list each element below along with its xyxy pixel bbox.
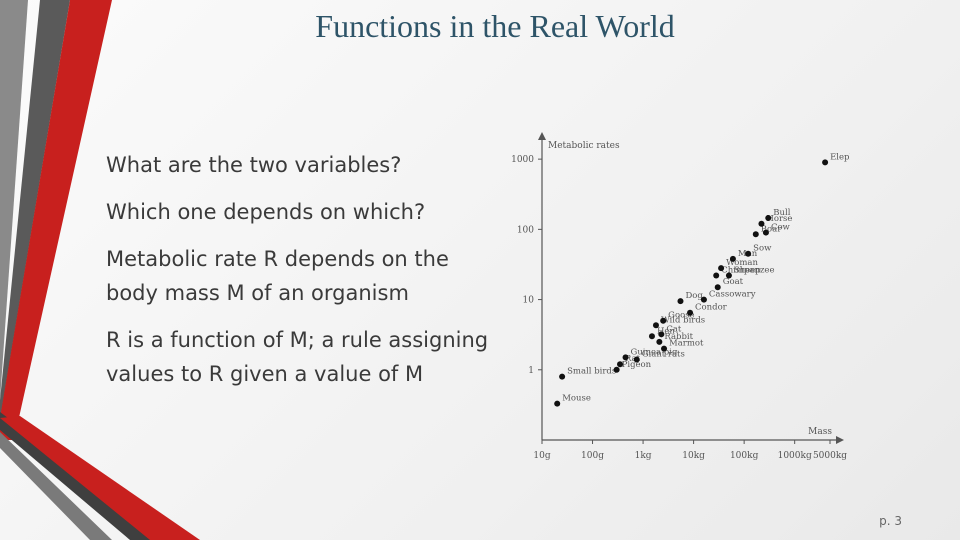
y-axis-arrow: [538, 132, 546, 140]
data-point: [700, 296, 707, 303]
x-tick-label: 100kg: [730, 451, 759, 461]
data-point: [652, 322, 659, 329]
y-tick-label: 1000: [511, 155, 534, 165]
bullet-4: R is a function of M; a rule assigning v…: [106, 328, 489, 386]
metabolic-rate-chart: 10g 100g 1kg 10kg 100kg 1000kg 5000kg 1 10 100 100…: [511, 132, 850, 461]
data-point: [758, 220, 765, 227]
data-point-label: Marmot: [669, 339, 704, 349]
data-point: [714, 284, 721, 291]
data-point: [752, 231, 759, 238]
data-point: [687, 309, 694, 316]
bullet-2: Which one depends on which?: [106, 200, 426, 224]
y-tick-label: 1: [528, 366, 534, 376]
data-point-label: Woman: [726, 258, 758, 268]
decor-stripe-dark: [0, 0, 70, 420]
data-point-label: Rabbit: [664, 332, 693, 342]
data-point: [677, 298, 684, 305]
data-point-label: Mouse: [562, 394, 591, 404]
x-tick-label: 10g: [533, 451, 550, 461]
data-point: [765, 215, 772, 222]
data-point-label: Goat: [723, 277, 744, 287]
decor-stripe-dark-bottom: [0, 412, 170, 540]
decor-stripe-gray-bottom: [0, 432, 112, 540]
y-tick-label: 100: [517, 225, 534, 235]
data-point: [762, 229, 769, 236]
data-point-label: Elephant: [830, 152, 850, 162]
data-point: [658, 331, 665, 338]
data-point: [622, 354, 629, 361]
x-axis-label: Mass: [808, 427, 832, 437]
data-point-label: Cat: [666, 324, 682, 334]
data-point-label: Giant rats: [642, 350, 685, 360]
data-point-label: Condor: [695, 303, 728, 313]
data-point-label: Hen: [657, 326, 675, 336]
data-point-label: Sow: [753, 244, 772, 254]
bullet-list: What are the two variables? Which one de…: [106, 148, 496, 404]
data-point-label: Horse: [766, 214, 792, 224]
data-point: [713, 272, 720, 279]
data-point-label: Pigeon: [622, 360, 652, 370]
data-point: [745, 250, 752, 257]
x-axis-arrow: [836, 436, 844, 444]
data-point: [617, 361, 624, 368]
data-point: [633, 356, 640, 363]
data-point-label: Sheep: [734, 266, 761, 276]
x-tick-label: 10kg: [682, 451, 705, 461]
bullet-1: What are the two variables?: [106, 153, 402, 177]
data-point-label: Goose: [668, 311, 694, 321]
data-point: [661, 345, 668, 352]
x-tick-label: 5000kg: [813, 451, 847, 461]
data-point-label: Rat: [625, 354, 641, 364]
y-tick-label: 10: [523, 296, 535, 306]
data-point-label: Guinea pig: [631, 347, 678, 357]
data-point-label: Bull: [773, 208, 790, 218]
data-point: [729, 255, 736, 262]
y-axis-label: Metabolic rates: [548, 141, 620, 151]
data-point: [822, 159, 829, 166]
data-point-label: Cassowary: [709, 290, 756, 300]
page-number: p. 3: [879, 514, 902, 528]
decor-stripe-gray-thin: [0, 0, 28, 400]
data-point: [559, 373, 566, 380]
decor-stripe-red-bottom: [0, 416, 200, 540]
x-tick-label: 100g: [581, 451, 604, 461]
slide-title: Functions in the Real World: [315, 8, 675, 44]
decor-stripe-red: [0, 0, 112, 440]
data-point-label: Boar: [761, 224, 782, 234]
data-point-label: Cow: [771, 223, 791, 233]
data-point: [613, 366, 620, 373]
bullet-3: Metabolic rate R depends on the body mas…: [106, 247, 449, 305]
data-point: [718, 265, 725, 272]
data-point-label: Chimpanzee: [721, 266, 774, 276]
x-tick-label: 1kg: [635, 451, 652, 461]
data-point: [725, 272, 732, 279]
data-point: [656, 338, 663, 345]
data-point-label: Dog: [685, 291, 703, 301]
data-point-label: Small birds: [567, 367, 616, 377]
x-tick-label: 1000kg: [778, 451, 812, 461]
data-point-label: Wild birds: [661, 315, 705, 325]
data-point: [660, 317, 667, 324]
data-point: [554, 400, 561, 407]
data-point: [648, 333, 655, 340]
